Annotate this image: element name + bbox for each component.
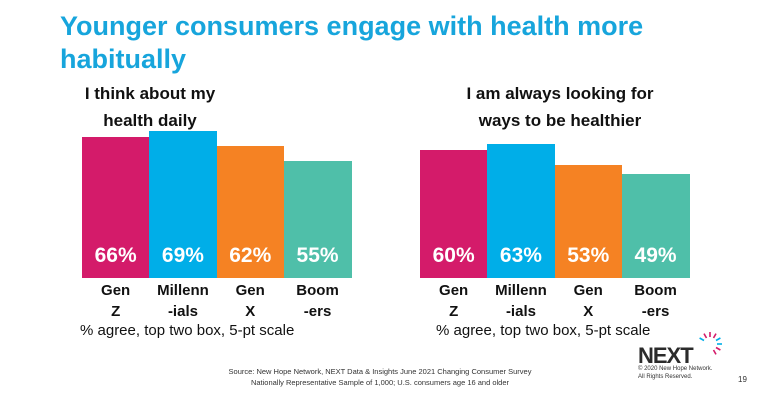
category-label-line: -ers xyxy=(641,303,670,320)
category-label: Millenn -ials xyxy=(144,280,221,322)
slide-title: Younger consumers engage with health mor… xyxy=(60,11,644,74)
data-label: 69% xyxy=(161,244,204,267)
copyright-line-1: © 2020 New Hope Network. xyxy=(638,366,713,372)
category-label-line: -ers xyxy=(303,303,332,320)
data-label: 62% xyxy=(229,244,272,267)
bar-boomers xyxy=(283,160,352,278)
copyright-line-2: All Rights Reserved. xyxy=(638,374,693,380)
bar-millennials xyxy=(487,143,556,278)
category-label-line: Gen xyxy=(439,282,469,299)
category-label-line: X xyxy=(245,303,256,320)
category-label: Gen X xyxy=(212,280,289,322)
category-label: Boom -ers xyxy=(279,280,356,322)
category-label-line: -ials xyxy=(167,303,198,320)
chart-2-title: I am always looking for ways to be healt… xyxy=(466,84,654,130)
category-label-line: Gen xyxy=(573,282,603,299)
chart-1-note: % agree, top two box, 5-pt scale xyxy=(80,322,295,339)
data-label: 53% xyxy=(567,244,610,267)
data-label: 60% xyxy=(432,244,475,267)
category-label-line: Z xyxy=(449,303,459,320)
source-line-2: Nationally Representative Sample of 1,00… xyxy=(250,378,510,387)
category-label-line: Z xyxy=(111,303,121,320)
category-label-line: Boom xyxy=(296,282,339,299)
category-label-line: Boom xyxy=(634,282,677,299)
category-label: Boom -ers xyxy=(617,280,694,322)
source-note: Source: New Hope Network, NEXT Data & In… xyxy=(220,366,540,388)
chart-1-title: I think about my health daily xyxy=(84,84,216,130)
bar-genz xyxy=(82,137,150,278)
bar-genx xyxy=(216,145,285,278)
category-label-line: Millenn xyxy=(157,282,209,299)
bar-millennials xyxy=(149,131,218,278)
next-logo-burst-icon xyxy=(699,332,722,355)
data-label: 55% xyxy=(296,244,339,267)
bar-genz xyxy=(420,150,488,278)
source-line-1: Source: New Hope Network, NEXT Data & In… xyxy=(228,367,532,376)
category-label: Gen Z xyxy=(77,280,154,322)
data-label: 66% xyxy=(94,244,137,267)
chart-2-note: % agree, top two box, 5-pt scale xyxy=(436,322,651,339)
data-label: 63% xyxy=(499,244,542,267)
category-label-line: Millenn xyxy=(495,282,547,299)
page-number: 19 xyxy=(738,375,747,384)
category-label-line: Gen xyxy=(235,282,265,299)
copyright: © 2020 New Hope Network. All Rights Rese… xyxy=(638,365,712,381)
next-logo: NEXT xyxy=(638,343,694,368)
category-label-line: -ials xyxy=(505,303,536,320)
category-label-line: X xyxy=(583,303,594,320)
category-label: Millenn -ials xyxy=(482,280,559,322)
bar-boomers xyxy=(621,173,690,278)
category-label-line: Gen xyxy=(101,282,131,299)
bar-genx xyxy=(554,165,623,278)
category-label: Gen Z xyxy=(415,280,492,322)
category-label: Gen X xyxy=(550,280,627,322)
data-label: 49% xyxy=(634,244,677,267)
